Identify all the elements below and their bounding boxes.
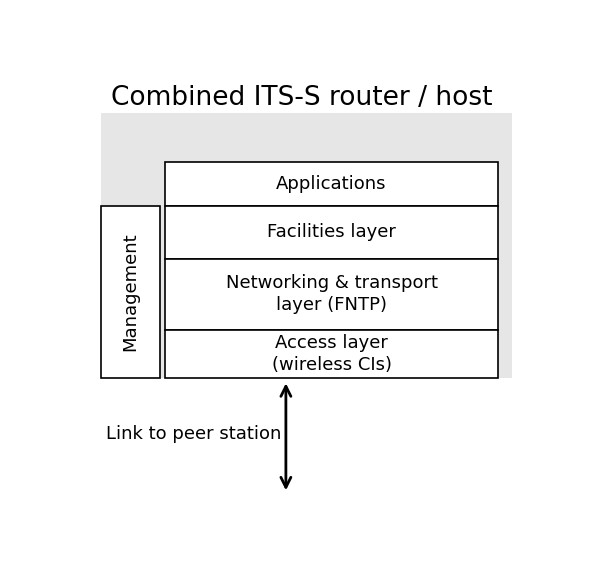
Text: Facilities layer: Facilities layer <box>267 223 396 242</box>
Text: Link to peer station: Link to peer station <box>105 425 281 443</box>
Bar <box>165 329 498 378</box>
Text: Combined ITS-S router / host: Combined ITS-S router / host <box>111 84 492 111</box>
Bar <box>165 259 498 329</box>
Text: Management: Management <box>122 233 140 351</box>
Text: Networking & transport
layer (FNTP): Networking & transport layer (FNTP) <box>226 274 438 315</box>
Bar <box>101 206 160 378</box>
Text: Applications: Applications <box>276 175 387 193</box>
Text: Access layer
(wireless CIs): Access layer (wireless CIs) <box>272 334 392 374</box>
Bar <box>165 162 498 206</box>
Bar <box>101 113 512 378</box>
Bar <box>165 206 498 259</box>
